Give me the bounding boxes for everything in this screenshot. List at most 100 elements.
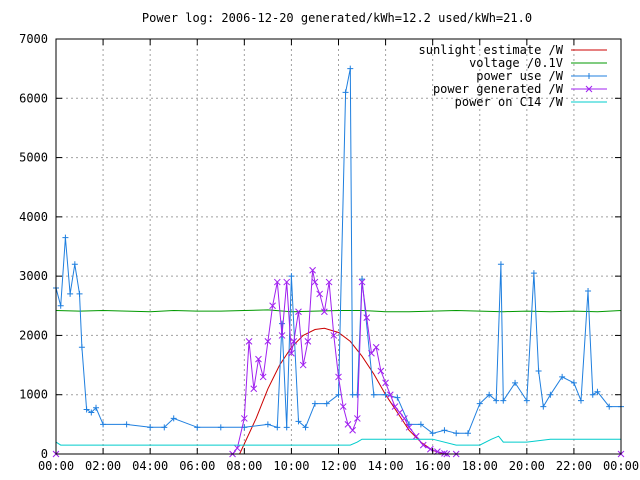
data-point	[255, 355, 262, 363]
x-tick-label: 16:00	[415, 459, 451, 473]
data-point	[363, 314, 371, 321]
data-point	[335, 373, 342, 381]
data-point	[100, 421, 107, 428]
data-point	[486, 391, 493, 398]
series-line-sunlight-estimate-w	[239, 327, 445, 455]
x-tick-label: 22:00	[556, 459, 592, 473]
data-point	[264, 421, 271, 428]
x-tick-label: 12:00	[320, 459, 356, 473]
data-point	[170, 415, 177, 422]
data-point	[283, 278, 291, 286]
data-point	[83, 406, 90, 413]
data-point	[476, 400, 483, 407]
chart-title: Power log: 2006-12-20 generated/kWh=12.2…	[142, 11, 532, 25]
data-point	[453, 430, 460, 437]
data-point	[401, 415, 408, 422]
data-point	[358, 278, 366, 286]
data-point	[342, 89, 349, 96]
series-line-power-on-c14-w	[55, 435, 621, 446]
data-point	[309, 266, 316, 274]
data-point	[370, 391, 377, 398]
series-power-on-c14-w	[55, 435, 621, 446]
data-point	[382, 379, 389, 387]
x-tick-label: 20:00	[509, 459, 545, 473]
data-point	[67, 290, 74, 297]
data-point	[589, 391, 596, 398]
data-point	[547, 391, 554, 398]
data-point	[288, 349, 295, 357]
y-tick-label: 3000	[19, 269, 48, 283]
data-point	[194, 424, 201, 431]
data-point	[530, 270, 537, 277]
data-point	[493, 397, 500, 404]
data-point	[62, 234, 69, 241]
data-point	[161, 424, 168, 431]
data-point	[349, 426, 356, 434]
data-point	[71, 261, 78, 268]
data-point	[259, 373, 267, 381]
data-point	[535, 368, 542, 374]
data-point	[88, 409, 95, 416]
series-voltage-0-1v	[55, 309, 622, 313]
data-point	[233, 444, 241, 452]
data-point	[279, 320, 285, 327]
data-point	[302, 424, 309, 431]
data-point	[412, 432, 420, 440]
data-point	[417, 421, 424, 428]
data-point	[250, 385, 258, 393]
data-point	[497, 261, 504, 268]
data-point	[78, 344, 85, 351]
data-point	[325, 278, 333, 286]
data-point	[512, 379, 519, 386]
data-point	[278, 332, 286, 339]
data-point	[273, 278, 281, 286]
data-point	[540, 403, 547, 410]
legend-label-power-use-w: power use /W	[476, 69, 563, 83]
data-point	[323, 400, 330, 407]
data-point	[441, 450, 448, 457]
data-point	[344, 421, 352, 428]
data-point	[330, 332, 338, 339]
data-point	[391, 403, 399, 410]
y-tick-label: 0	[41, 447, 48, 461]
y-tick-label: 1000	[19, 388, 48, 402]
data-point	[359, 276, 366, 283]
series-power-use-w	[53, 65, 624, 437]
data-point	[347, 65, 354, 72]
data-point	[382, 391, 389, 398]
series-power-generated-w	[52, 266, 625, 458]
data-point	[339, 403, 347, 410]
data-point	[245, 338, 253, 345]
legend-label-sunlight-estimate-w: sunlight estimate /W	[419, 43, 564, 57]
legend-label-power-generated-w: power generated /W	[433, 82, 564, 96]
data-point	[405, 423, 413, 431]
legend-label-power-on-c14-w: power on C14 /W	[455, 95, 564, 109]
data-point	[570, 379, 577, 386]
data-point	[368, 349, 375, 357]
data-point	[269, 302, 276, 310]
data-point	[147, 424, 154, 431]
data-point	[577, 397, 584, 404]
data-point	[123, 421, 130, 428]
data-point	[274, 424, 281, 431]
data-point	[57, 302, 64, 309]
ticks: 00:00 02:00 04:00 06:00 08:00 10:00 12:00 14:00…	[19, 32, 639, 473]
legend-label-voltage-0-1v: voltage /0.1V	[469, 56, 563, 70]
data-point	[353, 415, 361, 422]
y-tick-label: 6000	[19, 91, 48, 105]
data-point	[217, 424, 224, 431]
data-point	[372, 343, 380, 351]
series-layer	[52, 65, 625, 458]
data-point	[290, 338, 298, 345]
x-tick-label: 10:00	[273, 459, 309, 473]
x-tick-label: 14:00	[368, 459, 404, 473]
data-point	[295, 418, 302, 425]
x-tick-label: 02:00	[85, 459, 121, 473]
data-point	[304, 338, 312, 345]
data-point	[377, 367, 385, 375]
data-point	[76, 290, 83, 297]
x-tick-label: 06:00	[179, 459, 215, 473]
series-line-voltage-0-1v	[55, 309, 622, 313]
